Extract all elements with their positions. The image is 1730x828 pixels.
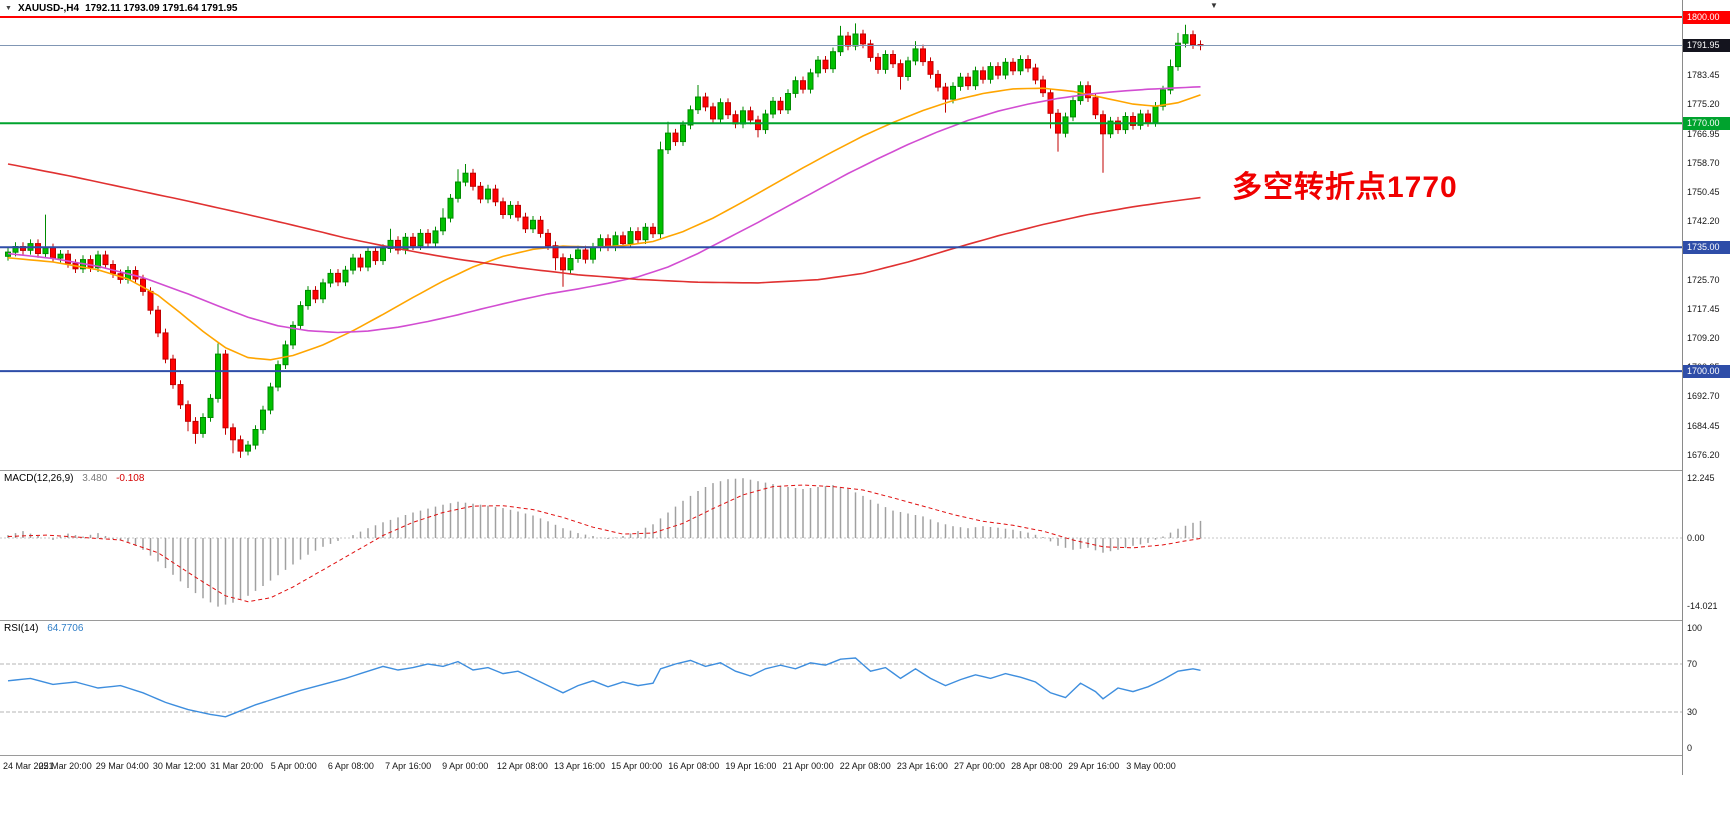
time-axis-label: 3 May 00:00 <box>1126 761 1176 771</box>
price-tick-label: 1750.45 <box>1687 187 1720 197</box>
panel-separator <box>0 755 1730 756</box>
current-price-badge: 1791.95 <box>1683 39 1730 52</box>
rsi-layer <box>0 657 1682 718</box>
macd-tick-label: 0.00 <box>1687 532 1705 543</box>
time-axis-label: 29 Mar 04:00 <box>95 761 149 771</box>
time-axis-label: 25 Mar 20:00 <box>38 761 92 771</box>
price-chart-canvas[interactable] <box>0 0 1682 755</box>
hlines-layer <box>0 16 1682 373</box>
rsi-line <box>7 657 1201 718</box>
ma-fast-layer <box>7 87 1201 361</box>
time-axis-label: 24 Mar 2021 <box>3 761 54 771</box>
ma-mid-line <box>7 86 1201 334</box>
candles-layer <box>5 23 1204 458</box>
time-axis-label: 22 Apr 08:00 <box>839 761 891 771</box>
price-tick-label: 1775.20 <box>1687 99 1720 110</box>
price-tick-label: 1717.45 <box>1687 303 1720 314</box>
panel-separator[interactable] <box>0 620 1730 621</box>
symbol-header: ▼ XAUUSD-,H4 1792.11 1793.09 1791.64 179… <box>5 3 237 14</box>
time-axis-label: 6 Apr 08:00 <box>327 761 374 771</box>
time-axis-label: 7 Apr 16:00 <box>385 761 432 771</box>
time-axis-label: 28 Apr 08:00 <box>1011 761 1063 771</box>
rsi-tick-label: 30 <box>1687 706 1698 717</box>
chart-shift-marker-icon: ▼ <box>1210 1 1218 10</box>
price-tick-label: 1684.45 <box>1687 420 1720 431</box>
macd-main-value: 3.480 <box>82 473 108 484</box>
macd-signal-value: -0.108 <box>116 473 145 484</box>
ma-slow-line <box>7 163 1201 284</box>
price-tick-label: 1709.20 <box>1687 333 1720 343</box>
macd-name: MACD(12,26,9) <box>4 473 74 484</box>
macd-indicator-label: MACD(12,26,9) 3.480 -0.108 <box>4 473 144 484</box>
time-axis-label: 29 Apr 16:00 <box>1068 761 1120 771</box>
time-axis-label: 9 Apr 00:00 <box>442 761 489 771</box>
rsi-tick-label: 0 <box>1687 742 1693 753</box>
collapse-arrow-icon[interactable]: ▼ <box>5 5 12 12</box>
chart-annotation-text[interactable]: 多空转折点1770 <box>1232 171 1458 204</box>
ma-mid-layer <box>7 86 1201 334</box>
time-axis-label: 27 Apr 00:00 <box>953 761 1006 771</box>
price-tick-label: 1725.70 <box>1687 274 1720 285</box>
time-axis-label: 30 Mar 12:00 <box>152 761 206 771</box>
rsi-tick-label: 100 <box>1687 622 1703 633</box>
time-axis-label: 5 Apr 00:00 <box>270 761 317 771</box>
price-tick-label: 1766.95 <box>1687 128 1720 139</box>
time-axis-label: 13 Apr 16:00 <box>553 761 606 771</box>
macd-tick-label: -14.021 <box>1687 601 1718 612</box>
time-axis-label: 12 Apr 08:00 <box>496 761 548 771</box>
ma-slow-layer <box>7 163 1201 284</box>
rsi-indicator-label: RSI(14) 64.7706 <box>4 623 83 634</box>
macd-tick-label: 12.245 <box>1687 472 1715 483</box>
price-tick-label: 1692.70 <box>1687 391 1720 402</box>
rsi-value: 64.7706 <box>47 623 84 634</box>
price-tick-label: 1783.45 <box>1687 70 1720 81</box>
price-level-badge: 1770.00 <box>1683 116 1730 130</box>
price-level-badge: 1700.00 <box>1683 364 1730 378</box>
rsi-name: RSI(14) <box>4 623 39 634</box>
ma-fast-line <box>7 87 1201 361</box>
price-level-badge: 1800.00 <box>1683 10 1730 24</box>
price-tick-label: 1676.20 <box>1687 449 1720 460</box>
macd-layer <box>0 478 1682 607</box>
time-axis-label: 15 Apr 00:00 <box>611 761 663 771</box>
price-tick-label: 1758.70 <box>1687 157 1720 168</box>
price-level-badge: 1735.00 <box>1683 240 1730 254</box>
rsi-tick-label: 70 <box>1687 658 1698 669</box>
time-axis-label: 31 Mar 20:00 <box>210 761 264 771</box>
price-tick-label: 1742.20 <box>1687 216 1720 227</box>
time-axis-label: 21 Apr 00:00 <box>782 761 834 771</box>
price-axis[interactable]: 1783.45 1775.20 1766.95 1758.70 1750.45 1742.… <box>1682 0 1730 775</box>
time-axis[interactable]: 24 Mar 2021 25 Mar 20:00 29 Mar 04:00 30 Ma… <box>0 756 1682 778</box>
macd-signal-line <box>7 484 1201 603</box>
time-axis-label: 23 Apr 16:00 <box>896 761 948 771</box>
panel-separator[interactable] <box>0 470 1730 471</box>
ohlc-quote-line: 1792.11 1793.09 1791.64 1791.95 <box>85 3 238 14</box>
time-axis-label: 16 Apr 08:00 <box>668 761 720 771</box>
symbol-name: XAUUSD-,H4 <box>17 3 80 14</box>
time-axis-label: 19 Apr 16:00 <box>725 761 777 771</box>
